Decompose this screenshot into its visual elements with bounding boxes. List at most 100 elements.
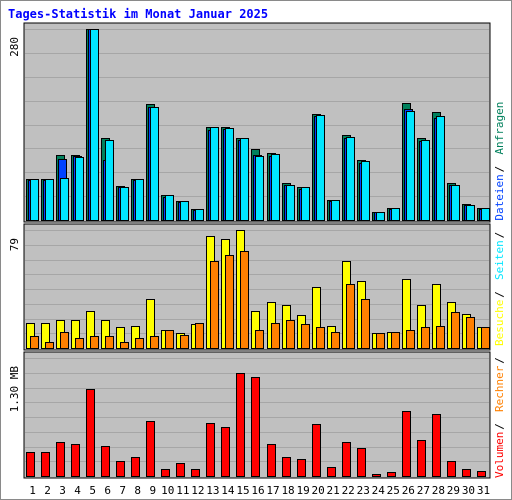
bar-volumen-day-1 xyxy=(26,452,35,477)
bar-seiten-day-5 xyxy=(90,29,99,221)
x-tick-label-day-10: 10 xyxy=(161,484,174,497)
bar-seiten-day-12 xyxy=(195,209,204,221)
x-tick-label-day-25: 25 xyxy=(387,484,400,497)
x-tick-label-day-24: 24 xyxy=(372,484,386,497)
bar-seiten-day-3 xyxy=(60,178,69,221)
bar-rechner-day-4 xyxy=(75,338,84,349)
bar-volumen-day-30 xyxy=(462,469,471,477)
bar-rechner-day-26 xyxy=(406,330,415,349)
bar-rechner-day-27 xyxy=(421,327,430,349)
bar-rechner-day-6 xyxy=(105,336,114,349)
bar-volumen-day-11 xyxy=(176,463,185,477)
bar-seiten-day-2 xyxy=(45,179,54,221)
bar-rechner-day-5 xyxy=(90,336,99,349)
x-tick-label-day-6: 6 xyxy=(104,484,111,497)
bar-rechner-day-7 xyxy=(120,342,129,349)
bar-volumen-day-6 xyxy=(101,446,110,477)
bar-seiten-day-1 xyxy=(30,179,39,221)
bar-seiten-day-16 xyxy=(255,156,264,221)
bar-seiten-day-8 xyxy=(135,179,144,221)
bar-volumen-day-21 xyxy=(327,467,336,477)
bar-rechner-day-24 xyxy=(376,333,385,349)
x-tick-label-day-5: 5 xyxy=(89,484,96,497)
bar-seiten-day-30 xyxy=(466,205,475,221)
bar-seiten-day-27 xyxy=(421,140,430,221)
bar-seiten-day-20 xyxy=(316,115,325,221)
bar-rechner-day-1 xyxy=(30,336,39,349)
bar-volumen-day-31 xyxy=(477,471,486,477)
side-label-rechner: Rechner xyxy=(493,365,506,412)
bar-volumen-day-17 xyxy=(267,444,276,477)
bar-volumen-day-2 xyxy=(41,452,50,477)
x-tick-label-day-27: 27 xyxy=(417,484,430,497)
bar-seiten-day-10 xyxy=(165,195,174,221)
bar-seiten-day-7 xyxy=(120,187,129,221)
bar-rechner-day-31 xyxy=(481,327,490,349)
bar-seiten-day-6 xyxy=(105,140,114,221)
bar-volumen-day-5 xyxy=(86,389,95,477)
side-label-separator: / xyxy=(493,357,506,364)
x-tick-label-day-8: 8 xyxy=(134,484,141,497)
ymax-label-volumen: 1.30 MB xyxy=(8,366,21,413)
side-label-volumen: Volumen xyxy=(493,432,506,478)
bar-seiten-day-14 xyxy=(225,128,234,221)
x-tick-label-day-22: 22 xyxy=(342,484,355,497)
bar-volumen-day-26 xyxy=(402,411,411,477)
bar-seiten-day-25 xyxy=(391,208,400,221)
x-tick-label-day-14: 14 xyxy=(221,484,235,497)
side-label-dateien: Dateien xyxy=(493,174,506,220)
bar-seiten-day-21 xyxy=(331,200,340,221)
bar-seiten-day-11 xyxy=(180,201,189,221)
x-tick-label-day-20: 20 xyxy=(312,484,325,497)
bar-volumen-day-22 xyxy=(342,442,351,477)
x-tick-label-day-23: 23 xyxy=(357,484,370,497)
chart-title: Tages-Statistik im Monat Januar 2025 xyxy=(8,7,268,21)
bar-volumen-day-23 xyxy=(357,448,366,477)
x-tick-label-day-7: 7 xyxy=(119,484,126,497)
bar-volumen-day-24 xyxy=(372,474,381,477)
bar-rechner-day-12 xyxy=(195,323,204,349)
x-tick-label-day-26: 26 xyxy=(402,484,415,497)
x-tick-label-day-18: 18 xyxy=(281,484,294,497)
x-tick-label-day-4: 4 xyxy=(74,484,81,497)
bar-volumen-day-29 xyxy=(447,461,456,477)
bar-volumen-day-4 xyxy=(71,444,80,477)
x-tick-label-day-21: 21 xyxy=(327,484,340,497)
bar-rechner-day-16 xyxy=(255,330,264,349)
bar-seiten-day-22 xyxy=(346,137,355,221)
bar-seiten-day-15 xyxy=(240,138,249,221)
bar-volumen-day-14 xyxy=(221,427,230,477)
bar-seiten-day-9 xyxy=(150,107,159,221)
bar-rechner-day-28 xyxy=(436,326,445,349)
bar-volumen-day-10 xyxy=(161,469,170,477)
x-tick-label-day-31: 31 xyxy=(477,484,490,497)
x-tick-label-day-12: 12 xyxy=(191,484,204,497)
bar-seiten-day-18 xyxy=(286,185,295,221)
bar-rechner-day-30 xyxy=(466,317,475,349)
bar-rechner-day-10 xyxy=(165,330,174,349)
bar-rechner-day-15 xyxy=(240,251,249,349)
bar-seiten-day-26 xyxy=(406,111,415,221)
bar-seiten-day-19 xyxy=(301,187,310,221)
bar-volumen-day-16 xyxy=(251,377,260,477)
x-tick-label-day-19: 19 xyxy=(296,484,309,497)
bar-rechner-day-9 xyxy=(150,336,159,349)
bar-rechner-day-8 xyxy=(135,338,144,349)
bar-rechner-day-18 xyxy=(286,320,295,349)
bar-rechner-day-19 xyxy=(301,324,310,349)
bar-seiten-day-4 xyxy=(75,157,84,221)
bar-seiten-day-28 xyxy=(436,116,445,221)
bar-volumen-day-15 xyxy=(236,373,245,477)
bar-rechner-day-21 xyxy=(331,332,340,349)
ymax-label-anfragen-dateien-seiten: 280 xyxy=(8,37,21,57)
bar-rechner-day-20 xyxy=(316,327,325,349)
x-tick-label-day-13: 13 xyxy=(206,484,219,497)
bar-rechner-day-2 xyxy=(45,342,54,349)
bar-volumen-day-8 xyxy=(131,457,140,477)
bar-rechner-day-25 xyxy=(391,332,400,349)
side-label-separator: / xyxy=(493,291,506,298)
bar-volumen-day-18 xyxy=(282,457,291,477)
side-label-anfragen: Anfragen xyxy=(493,102,506,155)
bar-volumen-day-13 xyxy=(206,423,215,477)
